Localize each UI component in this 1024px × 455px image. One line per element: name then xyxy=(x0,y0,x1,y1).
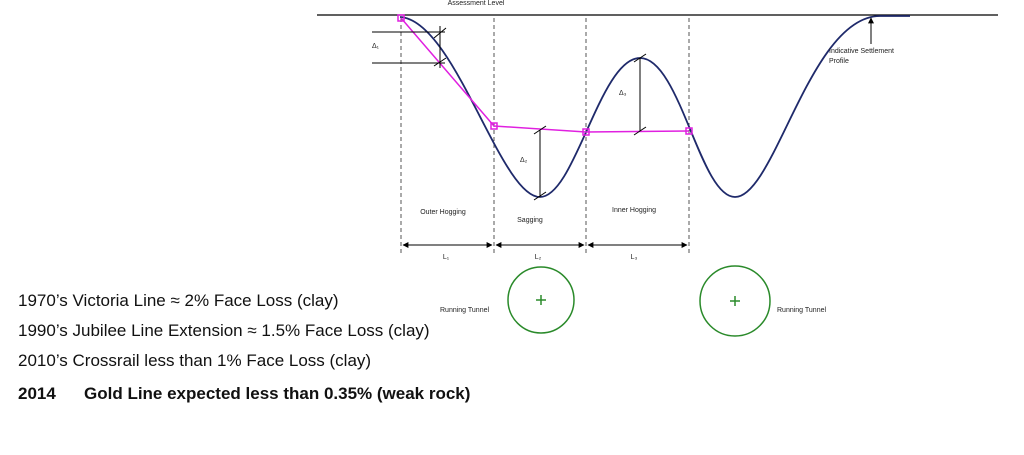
chord-line xyxy=(397,14,693,136)
tunnel-label: Running Tunnel xyxy=(440,307,489,314)
delta-label: Δ₁ xyxy=(372,43,380,50)
note: 1970’s Victoria Line ≈ 2% Face Loss (cla… xyxy=(18,291,339,310)
tunnel-label: Running Tunnel xyxy=(777,307,826,314)
zone-label: Sagging xyxy=(517,217,543,224)
dashed-lines xyxy=(400,18,690,255)
delta-label: Δ₃ xyxy=(619,90,627,97)
length-label: L₂ xyxy=(535,254,542,261)
delta-label: Δ₂ xyxy=(520,157,528,164)
zone-label: Inner Hogging xyxy=(612,207,656,214)
settlement-label: Indicative Settlement xyxy=(829,48,894,55)
highlight-year: 2014 xyxy=(18,384,56,403)
settlement-label: Profile xyxy=(829,58,849,65)
length-label: L₃ xyxy=(631,254,638,261)
length-label: L₁ xyxy=(443,254,450,261)
zone-label: Outer Hogging xyxy=(420,209,466,216)
assessment-label: Assessment Level xyxy=(448,0,505,7)
highlight-text: Gold Line expected less than 0.35% (weak… xyxy=(84,384,470,403)
note: 2010’s Crossrail less than 1% Face Loss … xyxy=(18,351,371,370)
note: 1990’s Jubilee Line Extension ≈ 1.5% Fac… xyxy=(18,321,430,340)
tunnels xyxy=(507,265,771,337)
dimension-lines xyxy=(372,17,874,248)
